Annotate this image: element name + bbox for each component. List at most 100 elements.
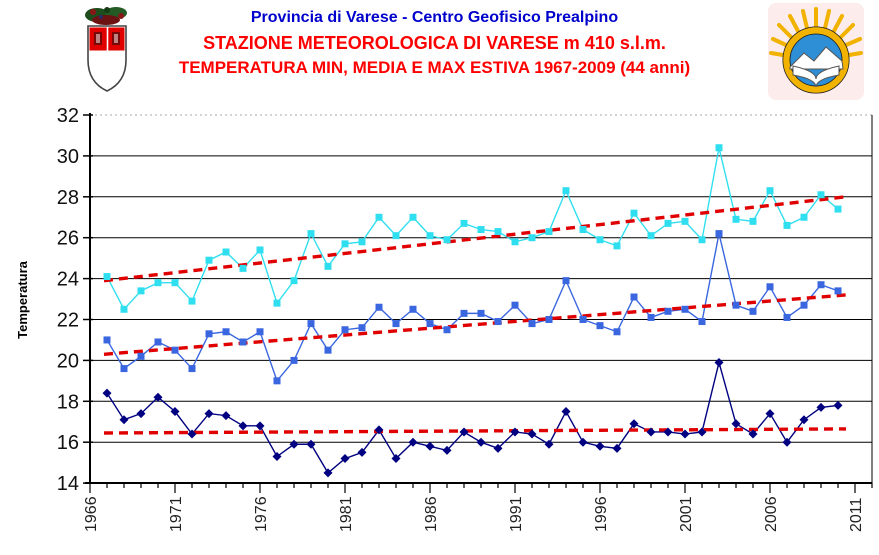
data-point xyxy=(324,262,332,270)
data-point xyxy=(187,429,197,439)
data-point xyxy=(392,320,400,328)
data-point xyxy=(766,187,774,195)
x-tick-label: 1991 xyxy=(508,496,525,532)
data-point xyxy=(171,279,179,287)
data-point xyxy=(256,328,264,336)
data-point xyxy=(307,320,315,328)
data-point xyxy=(306,439,316,449)
data-point xyxy=(528,320,536,328)
data-point xyxy=(375,213,383,221)
data-point xyxy=(358,324,366,332)
y-axis-ticks-labels: 14 16 18 20 22 24 26 28 30 32 xyxy=(57,105,93,495)
x-tick-label: 1971 xyxy=(168,496,185,532)
data-point xyxy=(290,277,298,285)
series-media-line xyxy=(106,233,839,383)
data-point xyxy=(357,447,367,457)
coat-of-arms-crest xyxy=(85,7,127,25)
data-point xyxy=(732,301,740,309)
data-point xyxy=(578,437,588,447)
data-point xyxy=(137,352,145,360)
trend-lines xyxy=(103,195,847,435)
data-point xyxy=(102,388,112,398)
trend-max xyxy=(103,195,847,283)
data-point xyxy=(136,409,146,419)
data-point xyxy=(477,226,485,234)
data-point xyxy=(375,303,383,311)
trend-media xyxy=(103,293,847,356)
data-point xyxy=(799,415,809,425)
x-tick-label: 1976 xyxy=(253,496,270,532)
data-point xyxy=(358,238,366,246)
data-point xyxy=(442,445,452,455)
data-point xyxy=(103,273,111,281)
title-line-1: Provincia di Varese - Centro Geofisico P… xyxy=(250,9,619,26)
data-point xyxy=(528,234,536,242)
data-point xyxy=(459,427,469,437)
x-axis-ticks-labels: 1966 1971 1976 1981 1986 1991 1996 2001 2006 2011 xyxy=(83,483,873,532)
x-tick-label: 1966 xyxy=(83,496,100,532)
data-point xyxy=(443,326,451,334)
data-point xyxy=(766,283,774,291)
data-point xyxy=(765,409,775,419)
data-point xyxy=(238,421,248,431)
series-markers xyxy=(102,144,843,478)
data-point xyxy=(817,191,825,199)
data-point xyxy=(545,316,553,323)
data-point xyxy=(749,217,757,225)
data-point xyxy=(680,429,690,439)
x-tick-label: 1986 xyxy=(423,496,440,532)
data-point xyxy=(324,346,332,354)
data-point xyxy=(426,232,434,240)
y-tick-label: 14 xyxy=(57,473,79,495)
y-tick-label: 22 xyxy=(57,310,79,332)
x-tick-label: 2001 xyxy=(678,496,695,532)
data-point xyxy=(273,299,281,307)
data-point xyxy=(409,305,417,313)
data-point xyxy=(205,256,213,264)
y-tick-label: 16 xyxy=(57,432,79,454)
data-point xyxy=(426,320,434,328)
data-point xyxy=(290,356,298,364)
data-point xyxy=(833,400,843,410)
data-point xyxy=(103,336,111,344)
coat-of-arms-shield xyxy=(87,25,127,92)
x-tick-label: 1981 xyxy=(338,496,355,532)
data-point xyxy=(341,240,349,248)
data-point xyxy=(630,209,638,217)
data-point xyxy=(392,232,400,240)
data-point xyxy=(443,236,451,244)
data-point xyxy=(817,281,825,289)
data-point xyxy=(596,322,604,330)
data-point xyxy=(171,346,179,354)
data-point xyxy=(307,230,315,238)
data-point xyxy=(834,205,842,213)
data-point xyxy=(613,328,621,336)
x-tick-label: 2011 xyxy=(848,497,865,532)
data-point xyxy=(545,228,553,236)
data-point xyxy=(544,439,554,449)
data-point xyxy=(341,326,349,334)
series-min-line xyxy=(106,359,839,474)
y-tick-label: 18 xyxy=(57,391,79,413)
data-point xyxy=(782,437,792,447)
data-point xyxy=(221,411,231,421)
data-point xyxy=(715,230,723,238)
data-point xyxy=(715,144,723,152)
data-point xyxy=(783,221,791,229)
data-point xyxy=(562,277,570,285)
data-point xyxy=(834,287,842,295)
data-point xyxy=(579,226,587,234)
y-tick-label: 28 xyxy=(57,187,79,209)
data-point xyxy=(698,236,706,244)
data-point xyxy=(647,313,655,321)
title-line-2: STAZIONE METEOROLOGICA DI VARESE m 410 s… xyxy=(203,33,666,53)
data-point xyxy=(664,219,672,227)
y-tick-label: 24 xyxy=(57,269,79,291)
data-point xyxy=(154,279,162,287)
data-point xyxy=(731,419,741,429)
open-book xyxy=(792,65,840,88)
data-point xyxy=(748,429,758,439)
data-point xyxy=(647,232,655,240)
data-point xyxy=(646,427,656,437)
